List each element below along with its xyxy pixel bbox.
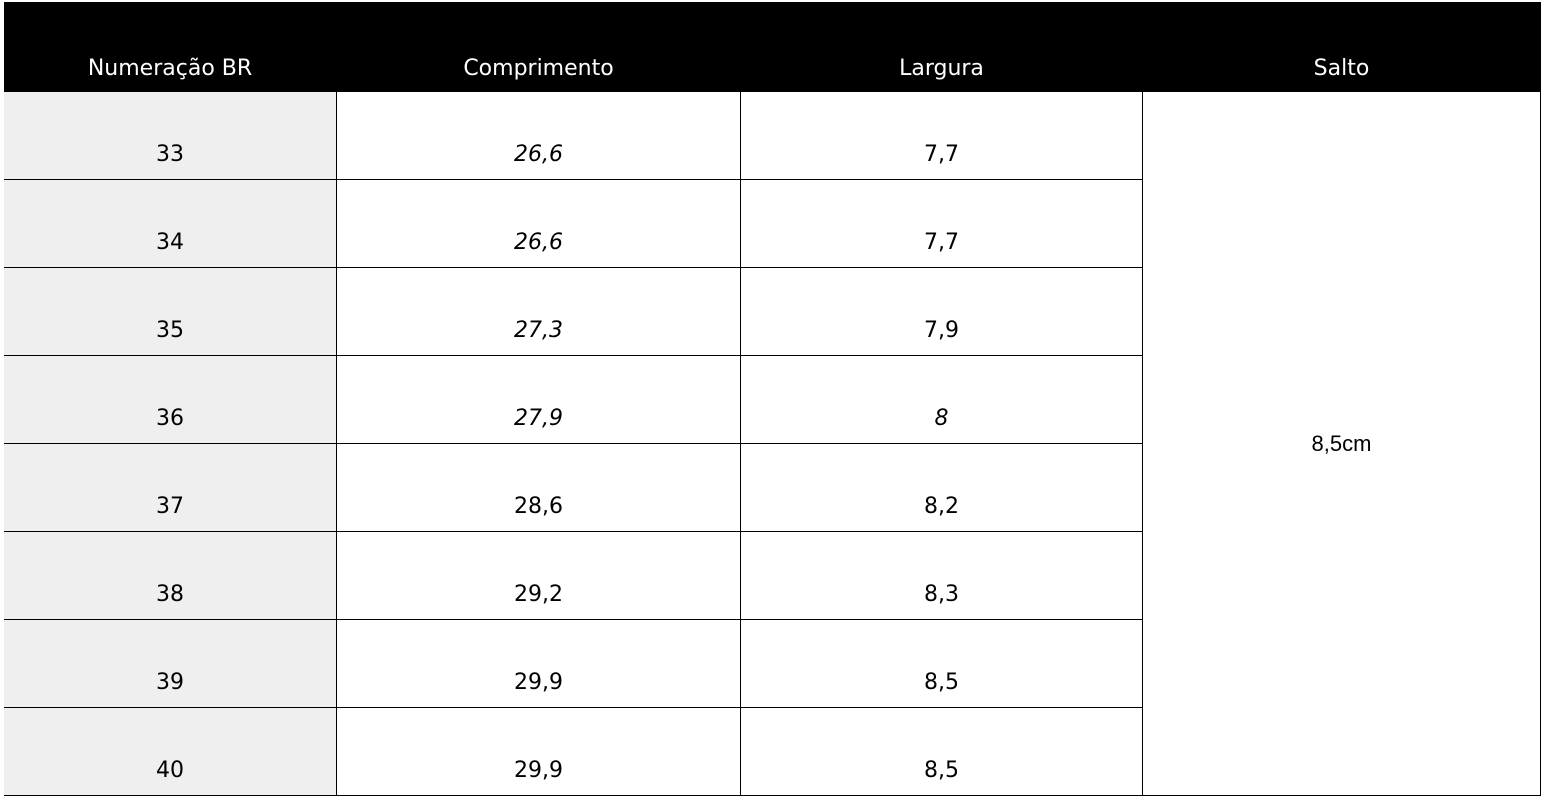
length-cell: 26,6 [337,92,741,180]
size-cell: 37 [4,444,337,532]
width-cell: 8,5 [741,620,1143,708]
width-cell: 7,7 [741,92,1143,180]
width-cell: 8,3 [741,532,1143,620]
header-cell: Numeração BR [4,2,337,92]
size-cell: 34 [4,180,337,268]
size-cell: 36 [4,356,337,444]
length-cell: 28,6 [337,444,741,532]
size-cell: 40 [4,708,337,796]
size-table: Numeração BR Comprimento Largura Salto 3… [4,2,1541,796]
size-cell: 33 [4,92,337,180]
size-cell: 39 [4,620,337,708]
width-cell: 7,9 [741,268,1143,356]
width-cell: 8,5 [741,708,1143,796]
size-cell: 35 [4,268,337,356]
heel-cell: 8,5cm [1143,92,1541,796]
length-cell: 29,9 [337,708,741,796]
header-cell: Largura [741,2,1143,92]
length-cell: 27,3 [337,268,741,356]
width-cell: 8,2 [741,444,1143,532]
length-cell: 26,6 [337,180,741,268]
header-cell: Comprimento [337,2,741,92]
length-cell: 29,9 [337,620,741,708]
header-cell: Salto [1143,2,1541,92]
length-cell: 29,2 [337,532,741,620]
length-cell: 27,9 [337,356,741,444]
width-cell: 7,7 [741,180,1143,268]
size-cell: 38 [4,532,337,620]
width-cell: 8 [741,356,1143,444]
